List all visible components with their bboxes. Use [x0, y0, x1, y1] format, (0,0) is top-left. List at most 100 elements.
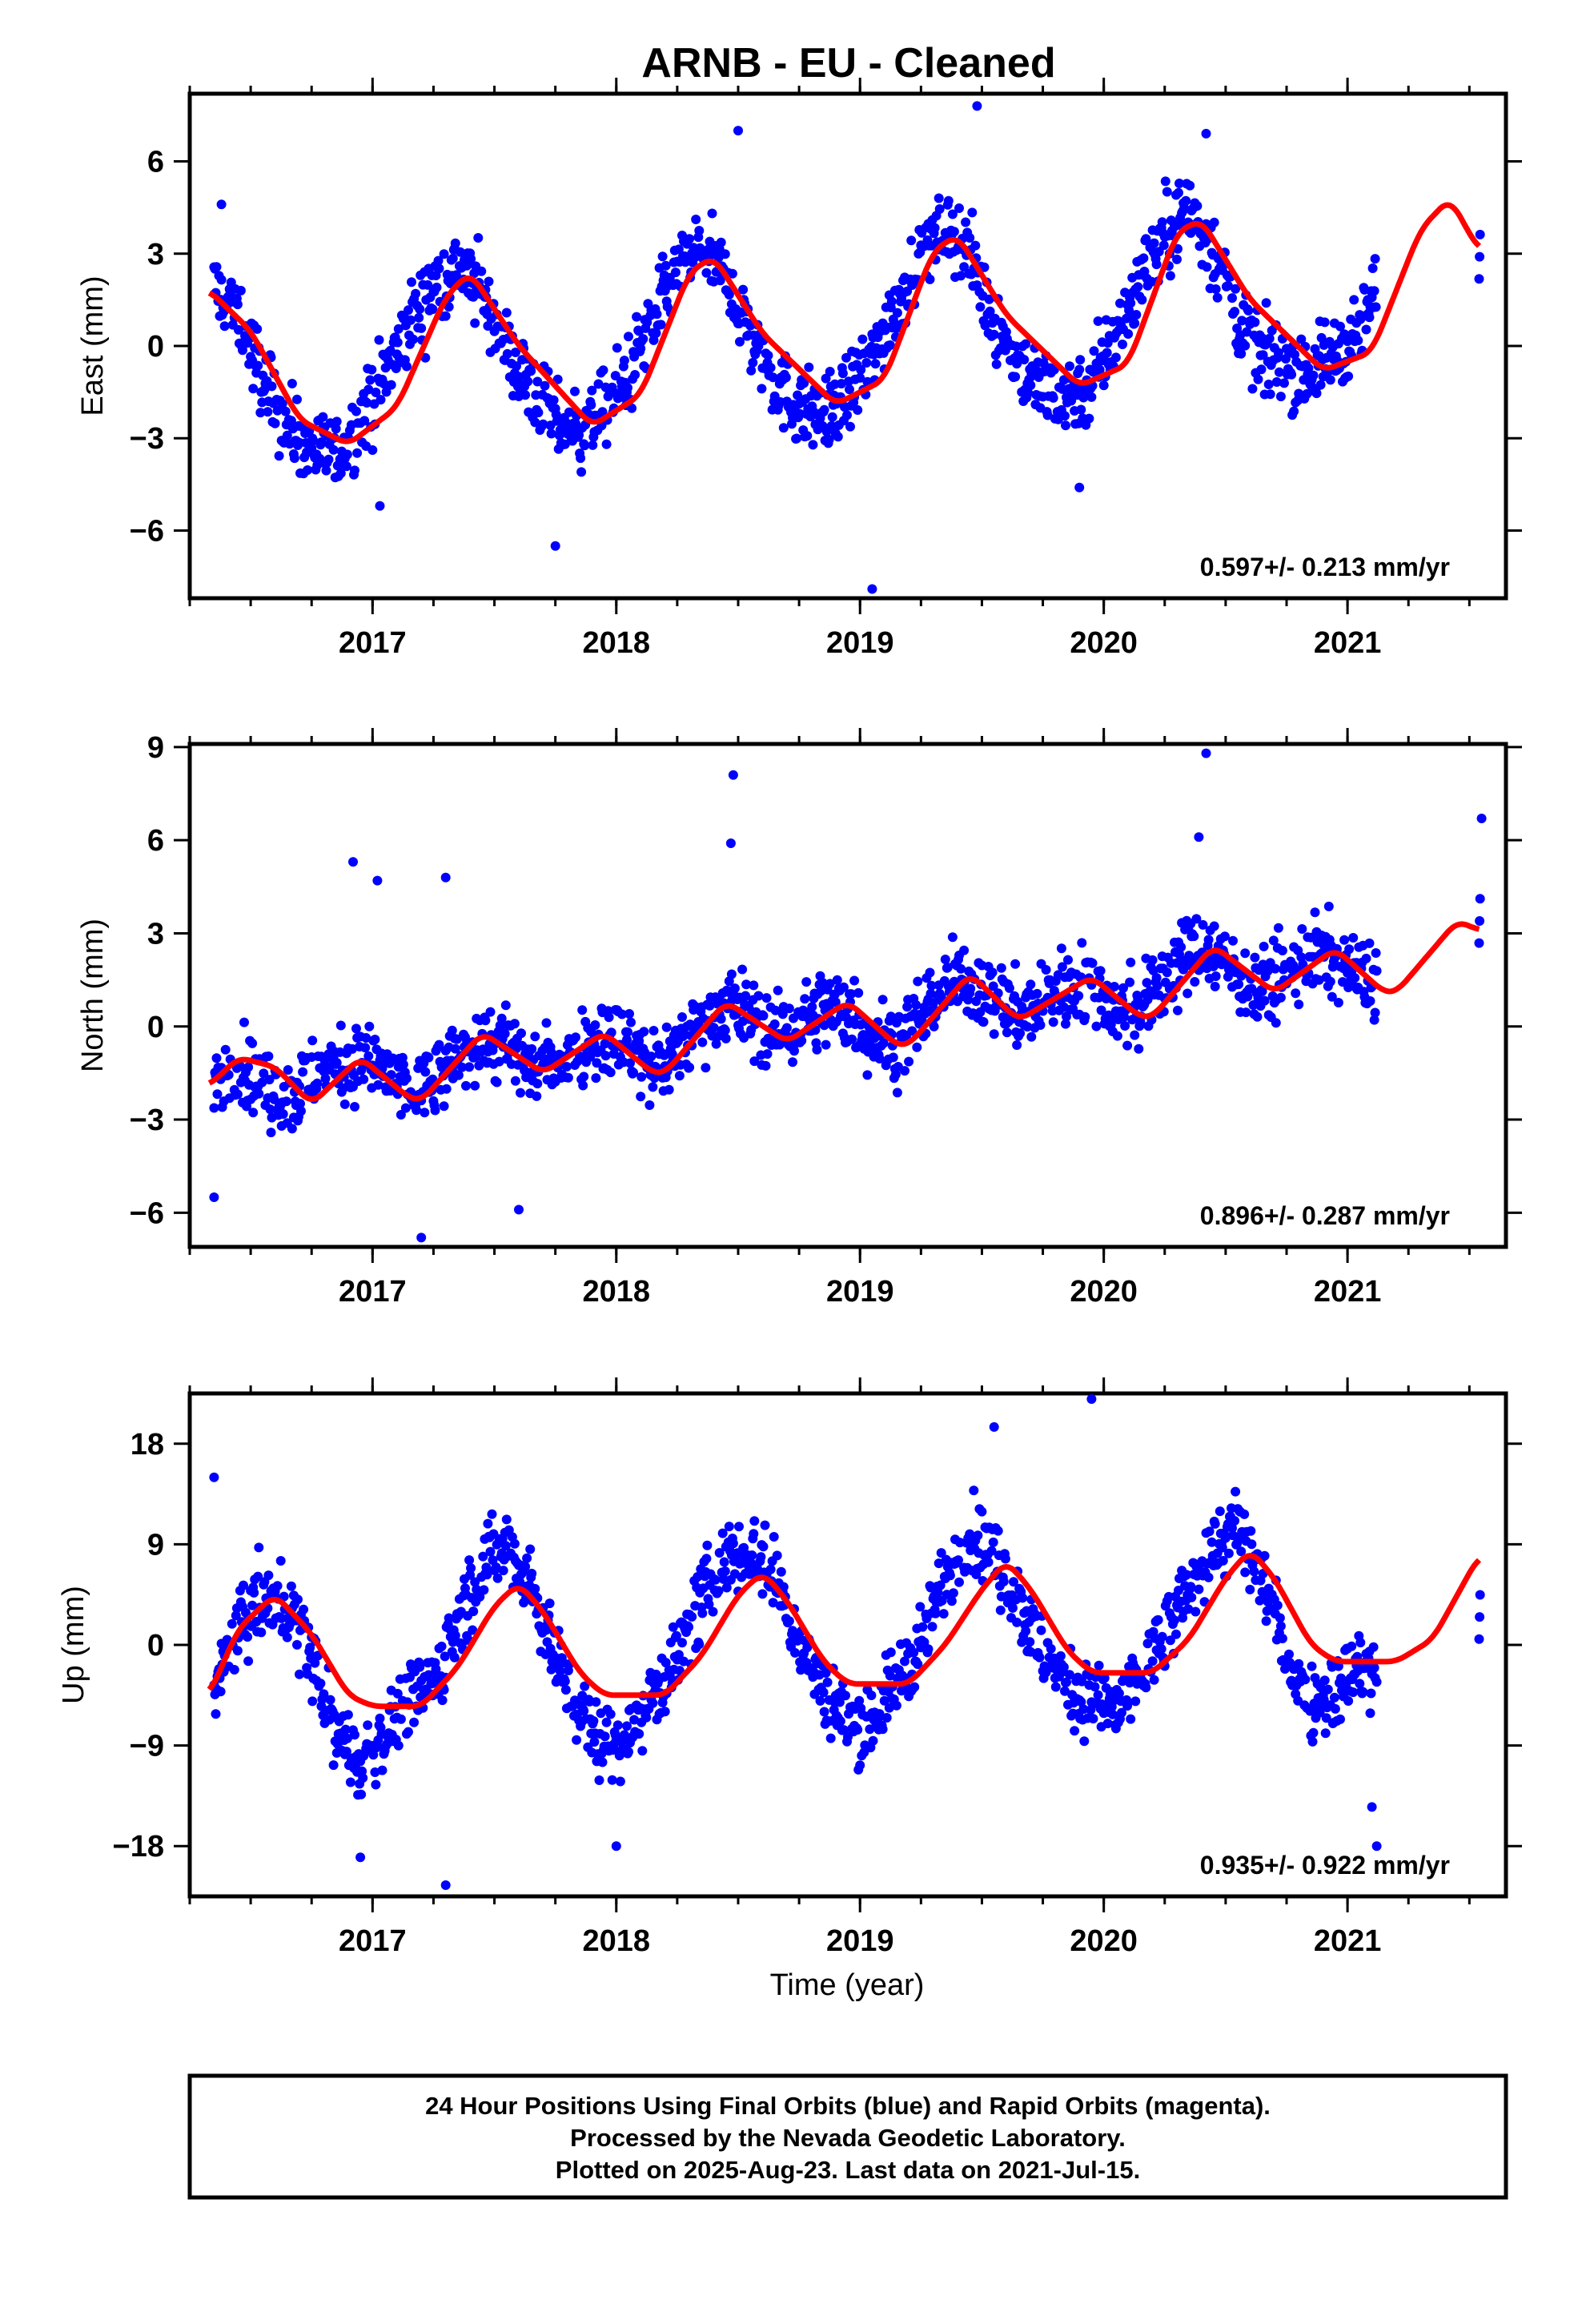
data-point [815, 1695, 825, 1706]
data-point [318, 412, 328, 422]
data-point [272, 1581, 283, 1591]
data-point [1243, 991, 1253, 1002]
data-point [393, 324, 404, 334]
data-point [1264, 333, 1275, 344]
data-point [232, 1089, 243, 1100]
data-point [704, 1599, 714, 1610]
data-point [501, 308, 512, 318]
data-point [1343, 371, 1354, 381]
data-point [433, 255, 444, 266]
data-point [756, 1552, 766, 1562]
data-point [579, 1072, 589, 1082]
data-point [572, 1735, 582, 1745]
data-point [954, 1577, 964, 1587]
data-point [1021, 339, 1031, 349]
data-point [836, 379, 846, 389]
data-point [272, 405, 283, 416]
data-point [671, 1630, 681, 1641]
data-point [1151, 973, 1162, 983]
data-point [687, 1611, 697, 1622]
y-tick-label: 0 [147, 1629, 164, 1663]
data-point [523, 376, 533, 387]
data-point [1330, 1703, 1340, 1714]
data-point [738, 284, 749, 295]
data-point [833, 432, 843, 442]
data-point [370, 1035, 380, 1044]
data-point [1021, 1626, 1031, 1636]
data-point [989, 329, 999, 340]
data-point [1348, 933, 1359, 943]
data-point [1279, 378, 1289, 388]
data-point [601, 1717, 612, 1727]
data-point [412, 1105, 422, 1116]
data-point [1149, 238, 1159, 248]
data-point [1316, 332, 1327, 343]
data-point [763, 350, 773, 360]
data-point [1203, 1572, 1214, 1582]
data-point [1162, 187, 1172, 197]
data-point [1157, 217, 1167, 227]
data-point [560, 1685, 571, 1695]
data-point [1290, 349, 1300, 360]
data-point-outlier [550, 541, 560, 551]
data-point [574, 430, 584, 440]
data-point [350, 465, 359, 476]
data-point [855, 372, 865, 383]
data-point [209, 1103, 219, 1113]
data-point [1147, 955, 1158, 965]
x-tick-label: 2021 [1314, 1275, 1382, 1309]
data-point [625, 1058, 635, 1068]
data-point [1174, 179, 1184, 188]
data-point [1102, 348, 1112, 358]
data-point [1102, 1719, 1113, 1729]
data-point [249, 1587, 259, 1598]
data-point [464, 1555, 475, 1566]
data-point [984, 294, 994, 304]
data-point [1065, 361, 1074, 372]
x-tick-label: 2019 [826, 626, 894, 660]
data-point [890, 1069, 901, 1080]
data-point [509, 1538, 520, 1549]
data-point [1358, 1687, 1368, 1697]
data-point [819, 1707, 829, 1717]
data-point [299, 1604, 309, 1614]
data-point [749, 1516, 760, 1526]
data-point [821, 1039, 831, 1050]
data-point [762, 1049, 773, 1059]
data-point [1002, 1027, 1012, 1038]
data-point [587, 385, 597, 396]
data-point [1289, 406, 1299, 416]
data-point [1271, 1018, 1281, 1028]
data-point [361, 1033, 371, 1043]
data-point [468, 292, 479, 302]
data-point [509, 1019, 520, 1029]
data-point [420, 1108, 430, 1118]
data-point [845, 384, 854, 395]
data-point [985, 306, 995, 316]
data-point [510, 1076, 520, 1086]
data-point [648, 1698, 658, 1708]
data-point [1325, 375, 1335, 385]
data-point [638, 334, 648, 344]
data-point [359, 416, 370, 426]
data-point [1098, 380, 1109, 391]
data-point [1152, 981, 1162, 991]
data-point [758, 1011, 769, 1021]
data-point [641, 1712, 652, 1723]
data-point [400, 1103, 411, 1113]
data-point [874, 1054, 885, 1063]
data-point [546, 428, 556, 439]
x-tick-label: 2021 [1314, 626, 1382, 660]
data-point [697, 1037, 708, 1047]
data-point [841, 1691, 850, 1701]
data-point [1255, 1595, 1265, 1606]
data-point [548, 395, 559, 405]
data-point [1240, 1567, 1251, 1578]
data-point [1012, 1040, 1022, 1050]
data-point [619, 356, 629, 366]
north-data-points [209, 748, 1487, 1243]
data-point [1048, 392, 1058, 403]
up-panel: 2017 2018 2019 2020 2021 −18 −9 0 9 18 Up (mm) 0.93… [57, 1377, 1522, 1958]
data-point [552, 374, 563, 384]
data-point [1343, 336, 1353, 347]
